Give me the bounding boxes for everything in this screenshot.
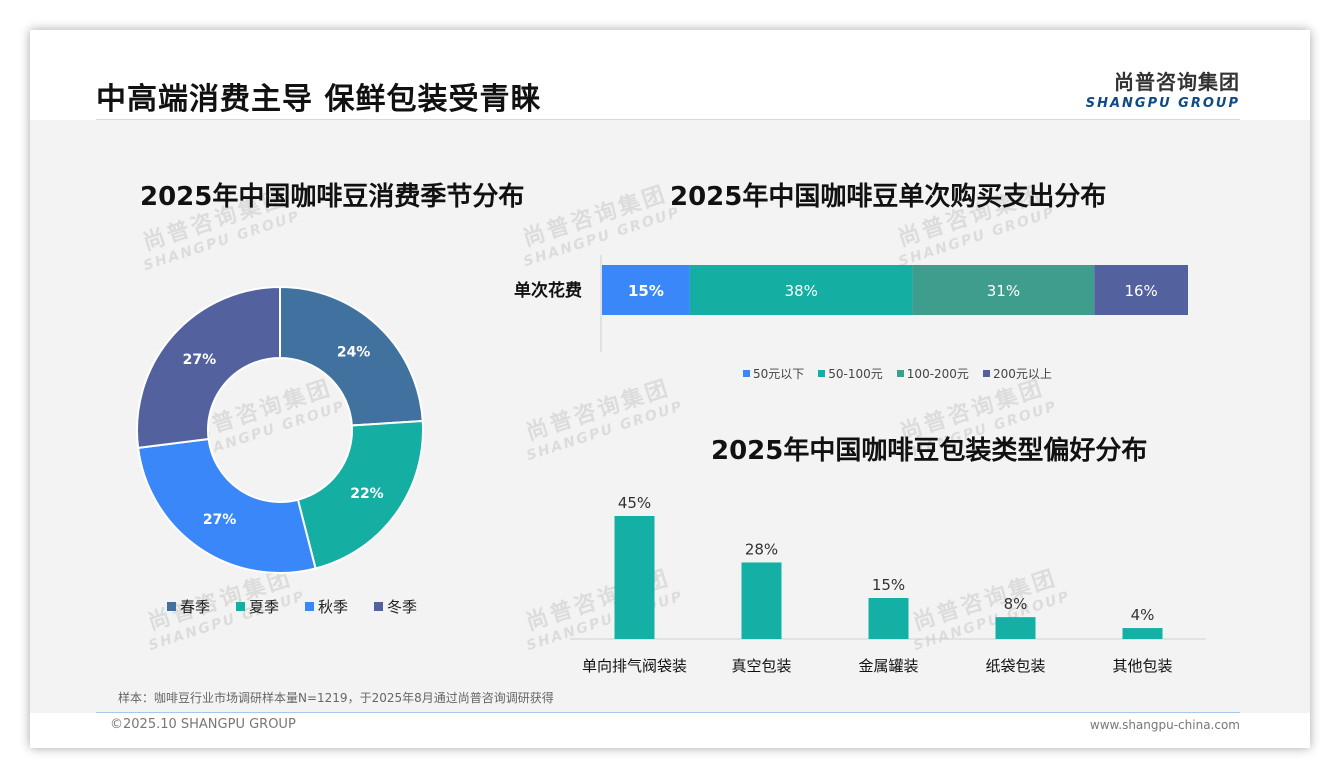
- legend-item: 冬季: [374, 596, 417, 617]
- season-legend: 春季 夏季 秋季 冬季: [167, 596, 443, 617]
- donut-slice-label: 27%: [183, 352, 217, 368]
- legend-swatch: [982, 370, 990, 377]
- footer-divider: [96, 712, 1240, 713]
- legend-item: 春季: [167, 596, 210, 617]
- stacked-bar-label: 15%: [628, 282, 664, 300]
- season-chart-title: 2025年中国咖啡豆消费季节分布: [140, 182, 525, 212]
- header-divider: [96, 119, 1240, 120]
- donut-slice-2: [296, 419, 424, 570]
- donut-slice-label: 24%: [337, 345, 371, 361]
- bar-value-label: 8%: [1004, 595, 1028, 613]
- spend-legend: 50元以下 50-100元 100-200元 200元以上: [743, 365, 1066, 382]
- copyright-text: ©2025.10 SHANGPU GROUP: [110, 717, 296, 732]
- page-title: 中高端消费主导 保鲜包装受青睐: [96, 82, 542, 117]
- legend-label: 50元以下: [753, 367, 805, 381]
- report-slide: 中高端消费主导 保鲜包装受青睐 尚普咨询集团 SHANGPU GROUP 尚普咨…: [30, 30, 1310, 748]
- legend-label: 冬季: [387, 598, 418, 616]
- bar-3: [868, 598, 909, 639]
- season-donut-chart: 24% 22% 27% 27%: [136, 285, 424, 574]
- bar-value-label: 15%: [872, 576, 905, 594]
- legend-item: 200元以上: [982, 365, 1052, 382]
- legend-item: 秋季: [305, 596, 348, 617]
- legend-label: 春季: [180, 598, 211, 616]
- donut-slice-label: 27%: [203, 512, 237, 528]
- bar-2: [741, 562, 782, 639]
- slide-header: 中高端消费主导 保鲜包装受青睐 尚普咨询集团 SHANGPU GROUP: [30, 30, 1310, 120]
- logo-chinese-text: 尚普咨询集团: [1114, 70, 1240, 94]
- legend-swatch: [236, 602, 246, 611]
- legend-swatch: [818, 370, 826, 377]
- company-logo: 尚普咨询集团 SHANGPU GROUP: [1070, 66, 1240, 111]
- x-tick-label: 真空包装: [731, 657, 791, 675]
- donut-slice-label: 22%: [350, 486, 384, 502]
- legend-label: 200元以上: [992, 367, 1052, 381]
- stacked-bar-segment-1: [602, 265, 690, 315]
- bar-value-label: 45%: [618, 494, 651, 512]
- sample-note: 样本：咖啡豆行业市场调研样本量N=1219，于2025年8月通过尚普咨询调研获得: [118, 691, 554, 705]
- spend-stacked-bar-chart: 单次花费 15% 38% 31% 16%: [514, 255, 1188, 352]
- legend-swatch: [167, 602, 176, 611]
- legend-swatch: [374, 602, 384, 611]
- donut-slice-3: [137, 437, 317, 574]
- legend-swatch: [743, 370, 750, 377]
- bar-value-label: 4%: [1131, 606, 1155, 624]
- stacked-bar-label: 16%: [1124, 282, 1157, 300]
- stacked-bar-label: 31%: [987, 282, 1020, 300]
- x-tick-label: 金属罐装: [858, 657, 918, 675]
- donut-slice-4: [136, 285, 281, 450]
- legend-item: 50-100元: [818, 365, 883, 382]
- slide-footer: [30, 713, 1310, 748]
- legend-label: 100-200元: [906, 367, 969, 381]
- legend-item: 夏季: [236, 596, 279, 617]
- stacked-bar-segment-4: [1094, 265, 1188, 315]
- stacked-category-label: 单次花费: [514, 280, 582, 301]
- packaging-chart-title: 2025年中国咖啡豆包装类型偏好分布: [711, 436, 1148, 466]
- legend-label: 秋季: [318, 598, 349, 616]
- legend-label: 50-100元: [828, 367, 883, 381]
- legend-swatch: [896, 370, 904, 377]
- bar-5: [1122, 628, 1163, 639]
- stacked-bar-segment-2: [689, 265, 913, 315]
- website-link[interactable]: www.shangpu-china.com: [1089, 718, 1240, 732]
- legend-label: 夏季: [249, 598, 280, 616]
- legend-swatch: [305, 602, 315, 611]
- bar-1: [614, 516, 655, 639]
- x-tick-label: 其他包装: [1112, 657, 1172, 675]
- x-tick-label: 单向排气阀袋装: [582, 657, 687, 675]
- legend-item: 50元以下: [743, 365, 804, 382]
- watermark: 尚普咨询集团 SHANGPU GROUP: [523, 375, 686, 465]
- legend-item: 100-200元: [896, 365, 969, 382]
- bar-value-label: 28%: [745, 540, 778, 558]
- packaging-bar-chart: 45% 单向排气阀袋装 28% 真空包装 15% 金属罐装 8% 纸袋包装 4% 其他包装: [570, 494, 1206, 675]
- logo-english-text: SHANGPU GROUP: [1085, 96, 1240, 111]
- x-tick-label: 纸袋包装: [985, 657, 1045, 675]
- stacked-bar-label: 38%: [785, 282, 818, 300]
- bar-4: [995, 617, 1036, 639]
- spend-chart-title: 2025年中国咖啡豆单次购买支出分布: [670, 182, 1107, 212]
- donut-slice-1: [279, 285, 424, 427]
- stacked-bar-segment-3: [912, 265, 1095, 315]
